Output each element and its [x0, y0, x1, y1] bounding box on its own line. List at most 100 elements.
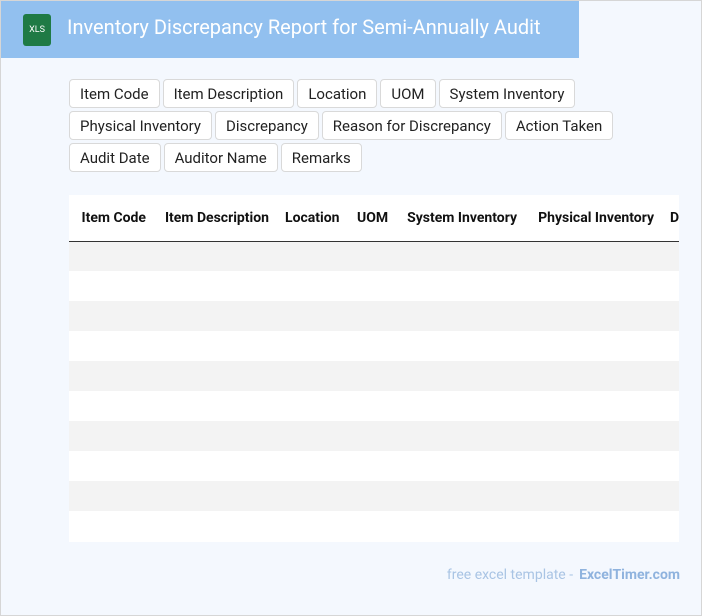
table-row — [69, 271, 679, 301]
table-cell — [349, 271, 396, 301]
field-chip[interactable]: Audit Date — [69, 143, 161, 172]
table-row — [69, 481, 679, 511]
table-cell — [154, 241, 277, 271]
table-cell — [349, 331, 396, 361]
table-cell — [277, 271, 349, 301]
table-cell — [662, 451, 679, 481]
table-cell — [154, 361, 277, 391]
table-cell — [69, 241, 154, 271]
table-cell — [525, 421, 662, 451]
table-row — [69, 301, 679, 331]
table-cell — [662, 331, 679, 361]
table-cell — [277, 301, 349, 331]
table-cell — [69, 391, 154, 421]
table-row — [69, 361, 679, 391]
table-cell — [349, 481, 396, 511]
table-cell — [525, 511, 662, 541]
table-cell — [396, 481, 525, 511]
field-chip[interactable]: Item Code — [69, 79, 160, 108]
table-cell — [525, 331, 662, 361]
table-cell — [396, 451, 525, 481]
table-cell — [69, 301, 154, 331]
table-cell — [69, 481, 154, 511]
table-cell — [69, 331, 154, 361]
column-header: Item Description — [154, 195, 277, 242]
table-cell — [662, 391, 679, 421]
table-cell — [396, 301, 525, 331]
table-cell — [277, 451, 349, 481]
table-cell — [69, 271, 154, 301]
table-cell — [396, 271, 525, 301]
field-chip[interactable]: Physical Inventory — [69, 111, 212, 140]
table-cell — [662, 481, 679, 511]
table-cell — [277, 361, 349, 391]
column-header: Discrepancy — [662, 195, 679, 242]
table-cell — [69, 361, 154, 391]
table-cell — [349, 421, 396, 451]
table-cell — [349, 451, 396, 481]
column-header: Location — [277, 195, 349, 242]
table-cell — [154, 421, 277, 451]
table-cell — [662, 271, 679, 301]
table-cell — [396, 421, 525, 451]
table-cell — [396, 391, 525, 421]
field-chip[interactable]: Remarks — [280, 143, 362, 172]
column-header: System Inventory — [396, 195, 525, 242]
table-cell — [69, 451, 154, 481]
table-row — [69, 241, 679, 271]
table: Item Code Item Description Location UOM Syst… — [69, 195, 679, 541]
table-cell — [154, 391, 277, 421]
table-row — [69, 391, 679, 421]
footer-text: free excel template - — [446, 567, 574, 583]
table-cell — [525, 451, 662, 481]
table-wrap: Item Code Item Description Location UOM Syst… — [69, 195, 679, 542]
table-cell — [154, 451, 277, 481]
table-cell — [69, 511, 154, 541]
column-header: Item Code — [69, 195, 154, 242]
field-chip[interactable]: System Inventory — [438, 79, 576, 108]
column-header: Physical Inventory — [525, 195, 662, 242]
table-cell — [154, 271, 277, 301]
footer-brand[interactable]: ExcelTimer.com — [579, 567, 680, 583]
table-cell — [349, 511, 396, 541]
table-cell — [525, 271, 662, 301]
table-cell — [277, 421, 349, 451]
table-cell — [277, 241, 349, 271]
table-cell — [349, 301, 396, 331]
table-cell — [525, 391, 662, 421]
field-chip[interactable]: Reason for Discrepancy — [321, 111, 502, 140]
field-chip[interactable]: UOM — [380, 79, 436, 108]
field-chip[interactable]: Item Description — [162, 79, 295, 108]
title: Inventory Discrepancy Report for Semi-An… — [67, 15, 541, 39]
header-row: Item Code Item Description Location UOM Syst… — [69, 195, 679, 242]
table-row — [69, 421, 679, 451]
table-cell — [154, 301, 277, 331]
table-cell — [349, 361, 396, 391]
field-chip[interactable]: Discrepancy — [215, 111, 319, 140]
table-cell — [277, 511, 349, 541]
table-cell — [349, 391, 396, 421]
table-cell — [396, 241, 525, 271]
table-cell — [154, 331, 277, 361]
table-cell — [396, 331, 525, 361]
table-cell — [662, 241, 679, 271]
field-chips: Item Code Item Description Location UOM Syst… — [69, 79, 629, 172]
column-header: UOM — [349, 195, 396, 242]
field-chip[interactable]: Auditor Name — [163, 143, 278, 172]
table-cell — [277, 481, 349, 511]
table-cell — [525, 361, 662, 391]
table-cell — [277, 331, 349, 361]
field-chip[interactable]: Action Taken — [504, 111, 614, 140]
table-cell — [154, 481, 277, 511]
table-cell — [662, 511, 679, 541]
table-cell — [349, 241, 396, 271]
field-chip[interactable]: Location — [297, 79, 378, 108]
table-cell — [277, 391, 349, 421]
footer: free excel template - ExcelTimer.com — [447, 567, 680, 583]
table-row — [69, 451, 679, 481]
table-cell — [154, 511, 277, 541]
table-cell — [69, 421, 154, 451]
table-cell — [662, 421, 679, 451]
table-cell — [525, 301, 662, 331]
